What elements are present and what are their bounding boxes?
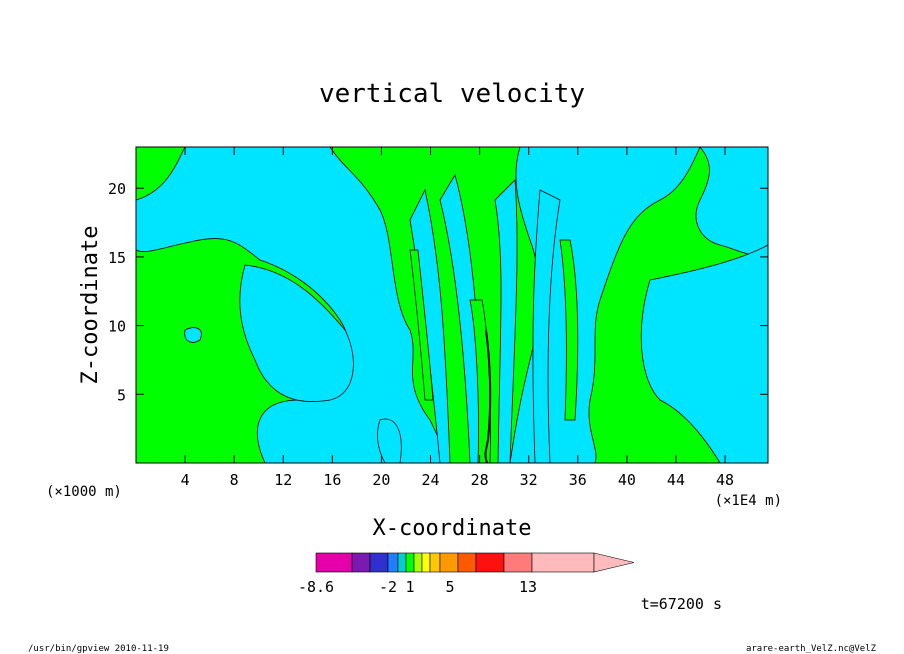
cyan-region (494, 179, 518, 463)
colorbar-segment (429, 552, 441, 573)
colorbar-label: -2 (379, 578, 397, 596)
y-tick-label: 5 (117, 386, 126, 404)
colorbar: -8.6 -2 1 5 13 (298, 552, 635, 596)
colorbar-segment (439, 552, 459, 573)
cyan-region (439, 173, 486, 463)
colorbar-segment (397, 552, 407, 573)
y-axis-label: Z-coordinate (78, 226, 103, 385)
x-axis: 4 8 12 16 20 24 28 32 36 40 44 48 (181, 147, 734, 489)
x-tick-label: 40 (618, 471, 636, 489)
velocity-field (136, 147, 768, 463)
y-tick-label: 15 (108, 249, 126, 267)
colorbar-extend-arrow (593, 552, 635, 573)
cyan-region (184, 327, 202, 343)
x-axis-label: X-coordinate (373, 516, 532, 541)
x-tick-label: 20 (372, 471, 390, 489)
colorbar-segment (387, 552, 399, 573)
x-tick-label: 28 (471, 471, 489, 489)
x-tick-label: 4 (181, 471, 190, 489)
colorbar-label: 13 (519, 578, 537, 596)
cyan-region (136, 147, 451, 463)
y-tick-label: 10 (108, 318, 126, 336)
x-tick-label: 16 (323, 471, 341, 489)
colorbar-segment (503, 552, 533, 573)
x-unit-left: (×1000 m) (46, 484, 122, 500)
cyan-region (640, 244, 768, 463)
cyan-region (377, 418, 402, 463)
colorbar-segment (315, 552, 353, 573)
cyan-region (239, 264, 354, 402)
x-tick-label: 8 (230, 471, 239, 489)
x-tick-label: 44 (667, 471, 685, 489)
contour-core (484, 329, 492, 463)
colorbar-segment (405, 552, 415, 573)
colorbar-label: 5 (445, 578, 454, 596)
cyan-region (532, 189, 561, 463)
time-label: t=67200 s (641, 595, 722, 613)
chart-title: vertical velocity (319, 79, 585, 109)
green-streak (559, 239, 579, 421)
colorbar-label: 1 (405, 578, 414, 596)
colorbar-segment (369, 552, 389, 573)
x-tick-label: 12 (274, 471, 292, 489)
green-streak (409, 249, 434, 401)
colorbar-label: -8.6 (298, 578, 334, 596)
y-axis: 5 10 15 20 (108, 180, 768, 404)
colorbar-segment (475, 552, 505, 573)
colorbar-segment (421, 552, 431, 573)
x-tick-label: 32 (520, 471, 538, 489)
x-tick-label: 24 (421, 471, 439, 489)
colorbar-segment (531, 552, 595, 573)
x-unit-right: (×1E4 m) (715, 493, 782, 509)
x-tick-label: 48 (716, 471, 734, 489)
colorbar-segment (413, 552, 423, 573)
colorbar-segment (457, 552, 477, 573)
y-tick-label: 20 (108, 180, 126, 198)
x-tick-label: 36 (569, 471, 587, 489)
footer-right: arare-earth_VelZ.nc@VelZ (746, 644, 877, 654)
footer-left: /usr/bin/gpview 2010-11-19 (28, 644, 169, 654)
plot-frame (135, 146, 769, 464)
colorbar-segment (351, 552, 371, 573)
